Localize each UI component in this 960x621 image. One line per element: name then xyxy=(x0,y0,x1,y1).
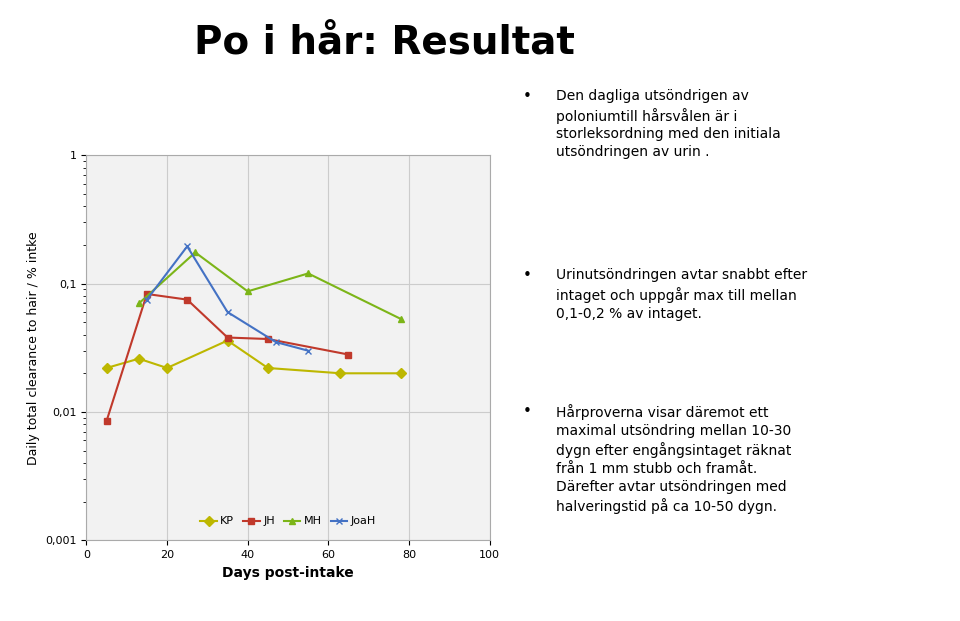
KP xyxy=(262,365,274,372)
JH xyxy=(181,296,193,303)
Line: JH: JH xyxy=(103,291,352,425)
JH xyxy=(262,335,274,343)
MH xyxy=(302,270,314,277)
KP xyxy=(101,365,112,372)
KP xyxy=(222,337,233,344)
JoaH xyxy=(302,347,314,355)
MH xyxy=(189,248,201,256)
Line: JoaH: JoaH xyxy=(143,243,312,354)
MH xyxy=(396,315,407,323)
Text: •: • xyxy=(522,404,532,419)
JH xyxy=(101,417,112,425)
Text: •: • xyxy=(522,268,532,283)
Text: Den dagliga utsöndrigen av
poloniumtill hårsvålen är i
storleksordning med den i: Den dagliga utsöndrigen av poloniumtill … xyxy=(557,89,781,159)
KP xyxy=(161,365,173,372)
Line: MH: MH xyxy=(135,249,404,322)
JH xyxy=(222,334,233,342)
X-axis label: Days post-intake: Days post-intake xyxy=(222,566,354,579)
KP xyxy=(396,369,407,377)
Text: Urinutsöndringen avtar snabbt efter
intaget och uppgår max till mellan
0,1-0,2 %: Urinutsöndringen avtar snabbt efter inta… xyxy=(557,268,807,320)
JoaH xyxy=(181,243,193,250)
Text: •: • xyxy=(522,89,532,104)
JH xyxy=(343,351,354,358)
JoaH xyxy=(141,296,153,303)
Legend: KP, JH, MH, JoaH: KP, JH, MH, JoaH xyxy=(196,512,380,531)
KP xyxy=(335,369,347,377)
MH xyxy=(133,300,145,307)
Line: KP: KP xyxy=(103,337,404,377)
MH xyxy=(242,288,253,295)
KP xyxy=(133,355,145,363)
JoaH xyxy=(270,338,281,346)
Y-axis label: Daily total clearance to hair / % intke: Daily total clearance to hair / % intke xyxy=(27,231,39,465)
JH xyxy=(141,290,153,297)
Text: Po i hår: Resultat: Po i hår: Resultat xyxy=(194,25,574,63)
Text: Hårproverna visar däremot ett
maximal utsöndring mellan 10-30
dygn efter engångs: Hårproverna visar däremot ett maximal ut… xyxy=(557,404,792,514)
JoaH xyxy=(222,309,233,316)
